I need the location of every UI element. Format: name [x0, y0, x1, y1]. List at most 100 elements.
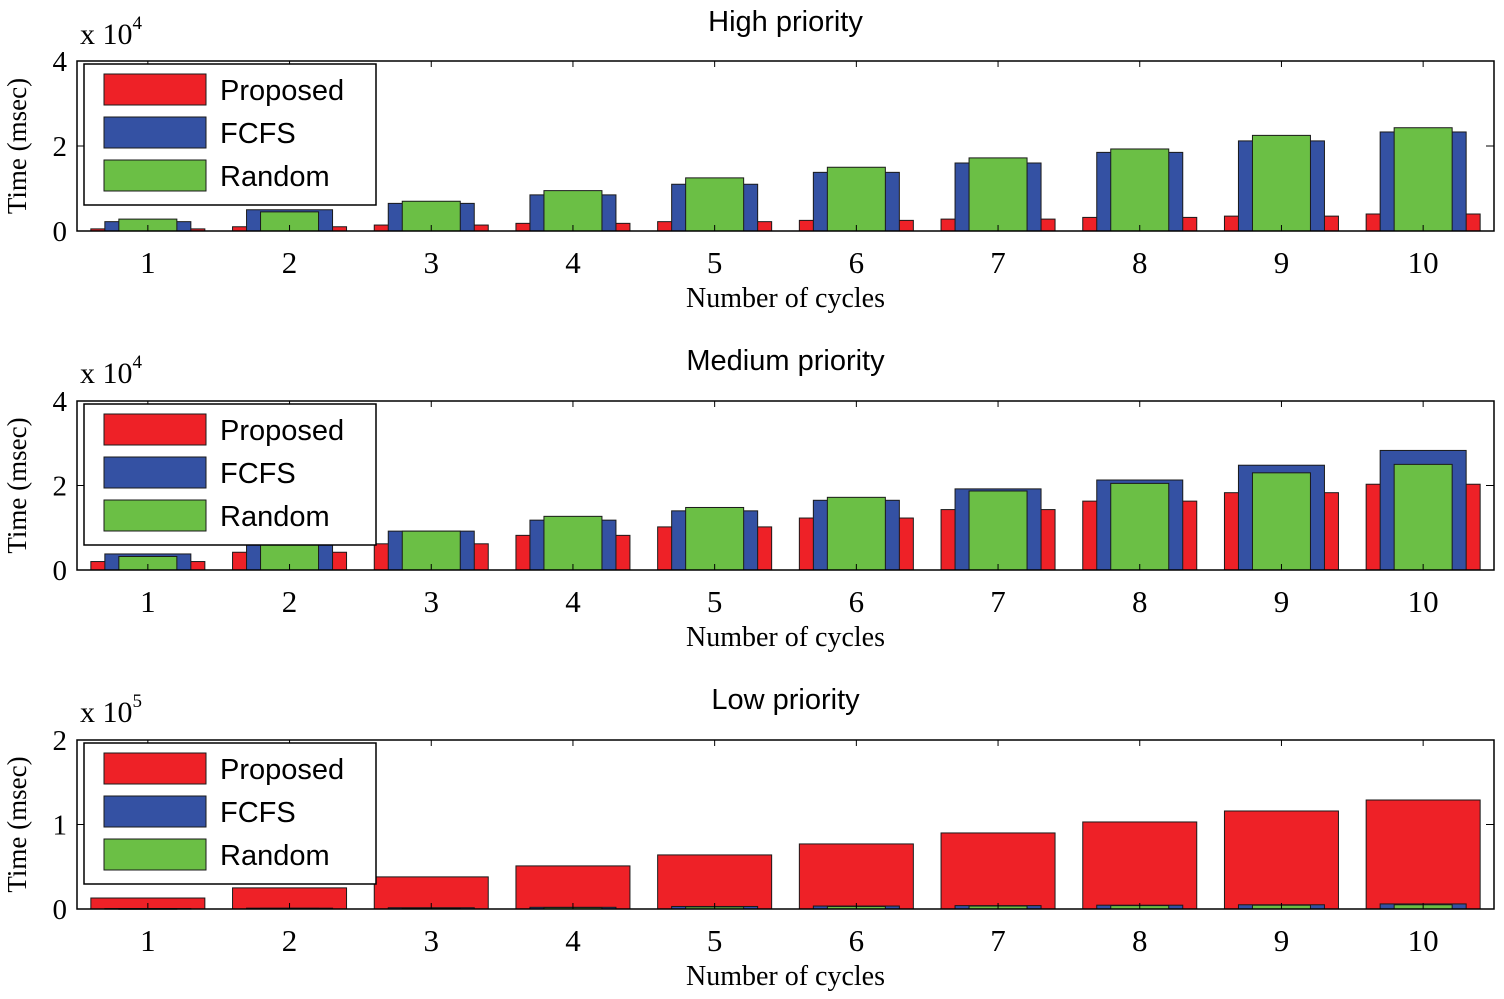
- x-tick-label: 10: [1408, 584, 1439, 619]
- x-tick-label: 8: [1132, 584, 1148, 619]
- random-bar: [968, 490, 1028, 571]
- y-exponent-label: x 104: [80, 352, 143, 390]
- x-tick-label: 3: [424, 923, 440, 958]
- y-exponent-power: 4: [133, 352, 143, 373]
- y-tick-label: 4: [53, 46, 68, 78]
- x-tick-label: 1: [140, 245, 156, 280]
- random-bar: [1110, 148, 1170, 232]
- x-tick-label: 10: [1408, 245, 1439, 280]
- x-tick-label: 1: [140, 584, 156, 619]
- x-tick-label: 9: [1274, 923, 1290, 958]
- legend-label-fcfs: FCFS: [220, 118, 296, 150]
- random-bar: [543, 190, 603, 232]
- legend-swatch-proposed: [103, 73, 207, 106]
- y-axis-label: Time (msec): [2, 78, 32, 214]
- y-exponent-base: x 10: [80, 696, 133, 729]
- proposed-bar: [1365, 799, 1481, 910]
- legend-label-random: Random: [220, 161, 330, 193]
- y-exponent-label: x 104: [80, 13, 143, 51]
- random-bar: [1393, 463, 1453, 571]
- random-bar: [1251, 134, 1311, 232]
- legend-label-random: Random: [220, 840, 330, 872]
- legend-swatch-fcfs: [103, 116, 207, 149]
- random-bar: [685, 506, 745, 571]
- chart-title: Medium priority: [686, 345, 885, 377]
- chart-title: Low priority: [711, 684, 860, 716]
- y-axis-label: Time (msec): [2, 756, 32, 892]
- legend-swatch-proposed: [103, 752, 207, 785]
- x-tick-label: 9: [1274, 584, 1290, 619]
- legend-label-proposed: Proposed: [220, 75, 344, 107]
- legend: Proposed FCFS Random: [83, 403, 377, 546]
- legend: Proposed FCFS Random: [83, 742, 377, 885]
- y-tick-label: 2: [53, 471, 68, 503]
- random-bar: [1110, 482, 1170, 571]
- legend-label-fcfs: FCFS: [220, 458, 296, 490]
- x-tick-label: 6: [849, 923, 865, 958]
- y-axis-label: Time (msec): [2, 417, 32, 553]
- x-tick-label: 3: [424, 584, 440, 619]
- random-bar: [968, 157, 1028, 232]
- proposed-bar: [657, 854, 773, 910]
- y-tick-label: 2: [53, 131, 68, 163]
- x-tick-label: 2: [282, 584, 298, 619]
- y-exponent-power: 4: [133, 13, 143, 34]
- x-tick-label: 4: [565, 923, 581, 958]
- random-bar: [826, 496, 886, 571]
- x-tick-label: 5: [707, 923, 723, 958]
- proposed-bar: [1223, 810, 1339, 910]
- y-tick-label: 1: [53, 810, 68, 842]
- y-tick-label: 0: [53, 216, 68, 248]
- proposed-bar: [515, 865, 631, 910]
- x-axis-label: Number of cycles: [686, 622, 885, 653]
- x-tick-label: 4: [565, 584, 581, 619]
- legend-swatch-fcfs: [103, 795, 207, 828]
- y-exponent-base: x 10: [80, 18, 133, 51]
- x-tick-label: 6: [849, 245, 865, 280]
- proposed-bar: [798, 843, 914, 910]
- x-tick-label: 9: [1274, 245, 1290, 280]
- legend-swatch-proposed: [103, 413, 207, 446]
- legend-swatch-fcfs: [103, 456, 207, 489]
- random-bar: [543, 515, 603, 571]
- x-tick-label: 2: [282, 245, 298, 280]
- legend-swatch-random: [103, 838, 207, 871]
- proposed-bar: [940, 832, 1056, 910]
- x-tick-label: 1: [140, 923, 156, 958]
- x-tick-label: 5: [707, 245, 723, 280]
- y-tick-label: 2: [53, 725, 68, 757]
- y-tick-label: 4: [53, 386, 68, 418]
- random-bar: [826, 166, 886, 232]
- x-tick-label: 4: [565, 245, 581, 280]
- random-bar: [685, 177, 745, 232]
- legend-label-proposed: Proposed: [220, 754, 344, 786]
- y-tick-label: 0: [53, 555, 68, 587]
- x-tick-label: 2: [282, 923, 298, 958]
- legend-swatch-random: [103, 499, 207, 532]
- x-axis-label: Number of cycles: [686, 961, 885, 992]
- legend-label-fcfs: FCFS: [220, 797, 296, 829]
- legend-label-proposed: Proposed: [220, 415, 344, 447]
- x-tick-label: 6: [849, 584, 865, 619]
- legend: Proposed FCFS Random: [83, 63, 377, 206]
- x-tick-label: 8: [1132, 923, 1148, 958]
- random-bar: [1393, 127, 1453, 232]
- x-tick-label: 7: [990, 584, 1006, 619]
- chart-title: High priority: [708, 6, 863, 38]
- x-tick-label: 5: [707, 584, 723, 619]
- y-exponent-label: x 105: [80, 691, 142, 729]
- y-tick-label: 0: [53, 894, 68, 926]
- x-tick-label: 7: [990, 923, 1006, 958]
- legend-swatch-random: [103, 159, 207, 192]
- random-bar: [401, 530, 461, 571]
- legend-label-random: Random: [220, 501, 330, 533]
- x-tick-label: 8: [1132, 245, 1148, 280]
- random-bar: [1251, 472, 1311, 571]
- y-exponent-base: x 10: [80, 357, 133, 390]
- proposed-bar: [1082, 821, 1198, 910]
- x-tick-label: 7: [990, 245, 1006, 280]
